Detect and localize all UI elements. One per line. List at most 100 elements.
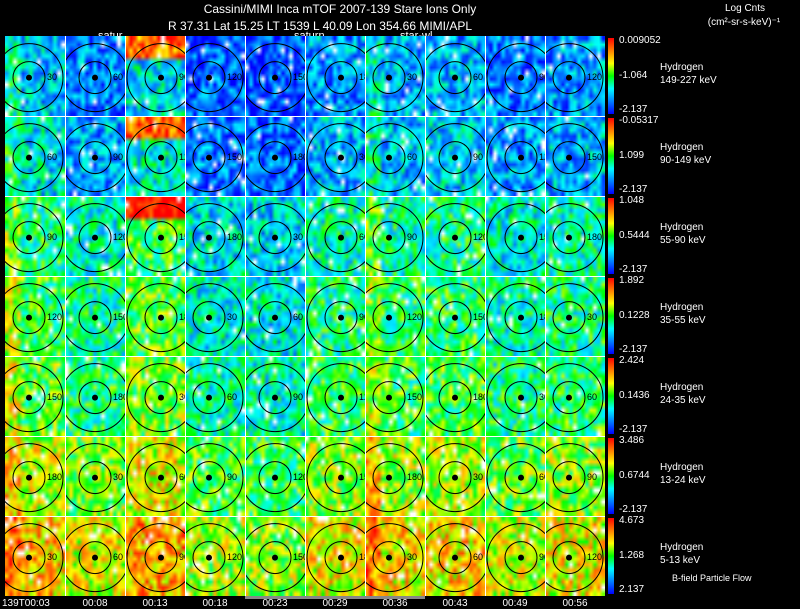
- angle-contours: [245, 203, 305, 273]
- contour-ring: [144, 301, 178, 335]
- look-direction-marker: [452, 394, 458, 401]
- heatmap-panel: 30: [425, 436, 485, 516]
- heatmap-panel: 180: [365, 436, 425, 516]
- heatmap-panel: 150: [305, 436, 365, 516]
- time-tick-label: 00:56: [562, 598, 588, 609]
- contour-label: 90: [293, 391, 304, 402]
- contour-label: 180: [113, 391, 125, 402]
- pixel-map: [305, 436, 365, 516]
- colorbar-units-label: Log Cnts: [724, 3, 766, 14]
- contour-ring: [425, 123, 485, 193]
- angle-contours: [245, 523, 305, 593]
- look-direction-marker: [92, 74, 98, 81]
- contour-ring: [545, 363, 604, 433]
- panel-separator-horizontal: [5, 116, 605, 117]
- contour-ring: [78, 221, 112, 255]
- contour-ring: [504, 221, 538, 255]
- look-direction-marker: [518, 394, 524, 401]
- contour-ring: [78, 541, 112, 575]
- panel-separator-horizontal: [5, 436, 605, 437]
- look-direction-marker: [566, 154, 572, 161]
- contour-label: 150: [539, 231, 545, 242]
- contour-ring: [65, 363, 125, 433]
- contour-ring: [324, 461, 358, 495]
- contour-ring: [372, 141, 406, 175]
- angle-contours: [306, 443, 365, 513]
- contour-label: 90: [179, 71, 185, 82]
- colorbar-max-label: -0.05317: [619, 115, 659, 126]
- look-direction-marker: [338, 314, 344, 321]
- heatmap-panel: 90: [305, 276, 365, 356]
- energy-range-label: 5-13 keV: [660, 555, 701, 566]
- heatmap-panel: 120: [185, 516, 245, 596]
- footer-label: B-field Particle Flow: [672, 573, 752, 583]
- contour-label: 180: [179, 311, 185, 322]
- look-direction-marker: [206, 154, 212, 161]
- contour-label: 30: [47, 71, 58, 82]
- heatmap-panel: 60: [365, 116, 425, 196]
- contour-ring: [365, 203, 424, 273]
- contour-ring: [545, 523, 604, 593]
- contour-ring: [126, 523, 185, 593]
- contour-ring: [365, 283, 424, 353]
- contour-ring: [438, 381, 472, 415]
- angle-contours: [5, 43, 64, 113]
- contour-label: 150: [359, 471, 365, 482]
- contour-label: 90: [179, 551, 185, 562]
- pixel-map: [485, 116, 545, 196]
- pixel-map: [125, 356, 185, 436]
- species-label: Hydrogen: [660, 142, 704, 153]
- panel-separator-vertical: [65, 36, 66, 596]
- angle-contours: [185, 523, 244, 593]
- angle-contours: [365, 203, 424, 273]
- contour-ring: [425, 443, 485, 513]
- heatmap-panel: 60: [125, 436, 185, 516]
- heatmap-panel: 90: [365, 196, 425, 276]
- angle-contours: [126, 523, 185, 593]
- angle-contours: [545, 43, 604, 113]
- contour-ring: [372, 221, 406, 255]
- contour-label: 150: [293, 71, 305, 82]
- contour-ring: [438, 301, 472, 335]
- look-direction-marker: [566, 474, 572, 481]
- energy-range-label: 90-149 keV: [660, 155, 712, 166]
- heatmap-panel: 120: [545, 36, 605, 116]
- look-direction-marker: [338, 474, 344, 481]
- look-direction-marker: [386, 74, 392, 81]
- look-direction-marker: [206, 74, 212, 81]
- panel-separator-vertical: [365, 36, 366, 596]
- pixel-map: [305, 116, 365, 196]
- contour-label: 150: [587, 151, 603, 162]
- heatmap-panel: 60: [65, 516, 125, 596]
- contour-label: 120: [407, 311, 423, 322]
- pixel-map: [545, 516, 605, 596]
- contour-label: 90: [359, 311, 365, 322]
- contour-label: 90: [113, 151, 124, 162]
- contour-ring: [552, 381, 586, 415]
- heatmap-panel: 150: [425, 276, 485, 356]
- angle-contours: [486, 363, 545, 433]
- angle-contours: [185, 43, 244, 113]
- pixel-map: [305, 276, 365, 356]
- time-tick-label: 00:18: [202, 598, 228, 609]
- pixel-map: [545, 276, 605, 356]
- heatmap-panel: 30: [245, 196, 305, 276]
- pixel-map: [365, 276, 425, 356]
- time-scroll-indicator[interactable]: [245, 596, 425, 599]
- look-direction-marker: [206, 234, 212, 241]
- look-direction-marker: [518, 474, 524, 481]
- contour-ring: [306, 203, 365, 273]
- heatmap-panel: 150: [5, 356, 65, 436]
- contour-ring: [78, 141, 112, 175]
- pixel-map: [365, 356, 425, 436]
- contour-label: 60: [293, 311, 304, 322]
- contour-ring: [192, 541, 226, 575]
- contour-ring: [365, 363, 424, 433]
- angle-contours: [126, 283, 185, 353]
- look-direction-marker: [338, 234, 344, 241]
- look-direction-marker: [206, 394, 212, 401]
- heatmap-panel: 90: [5, 196, 65, 276]
- angle-contours: [185, 443, 244, 513]
- angle-contours: [306, 523, 365, 593]
- pixel-map: [545, 436, 605, 516]
